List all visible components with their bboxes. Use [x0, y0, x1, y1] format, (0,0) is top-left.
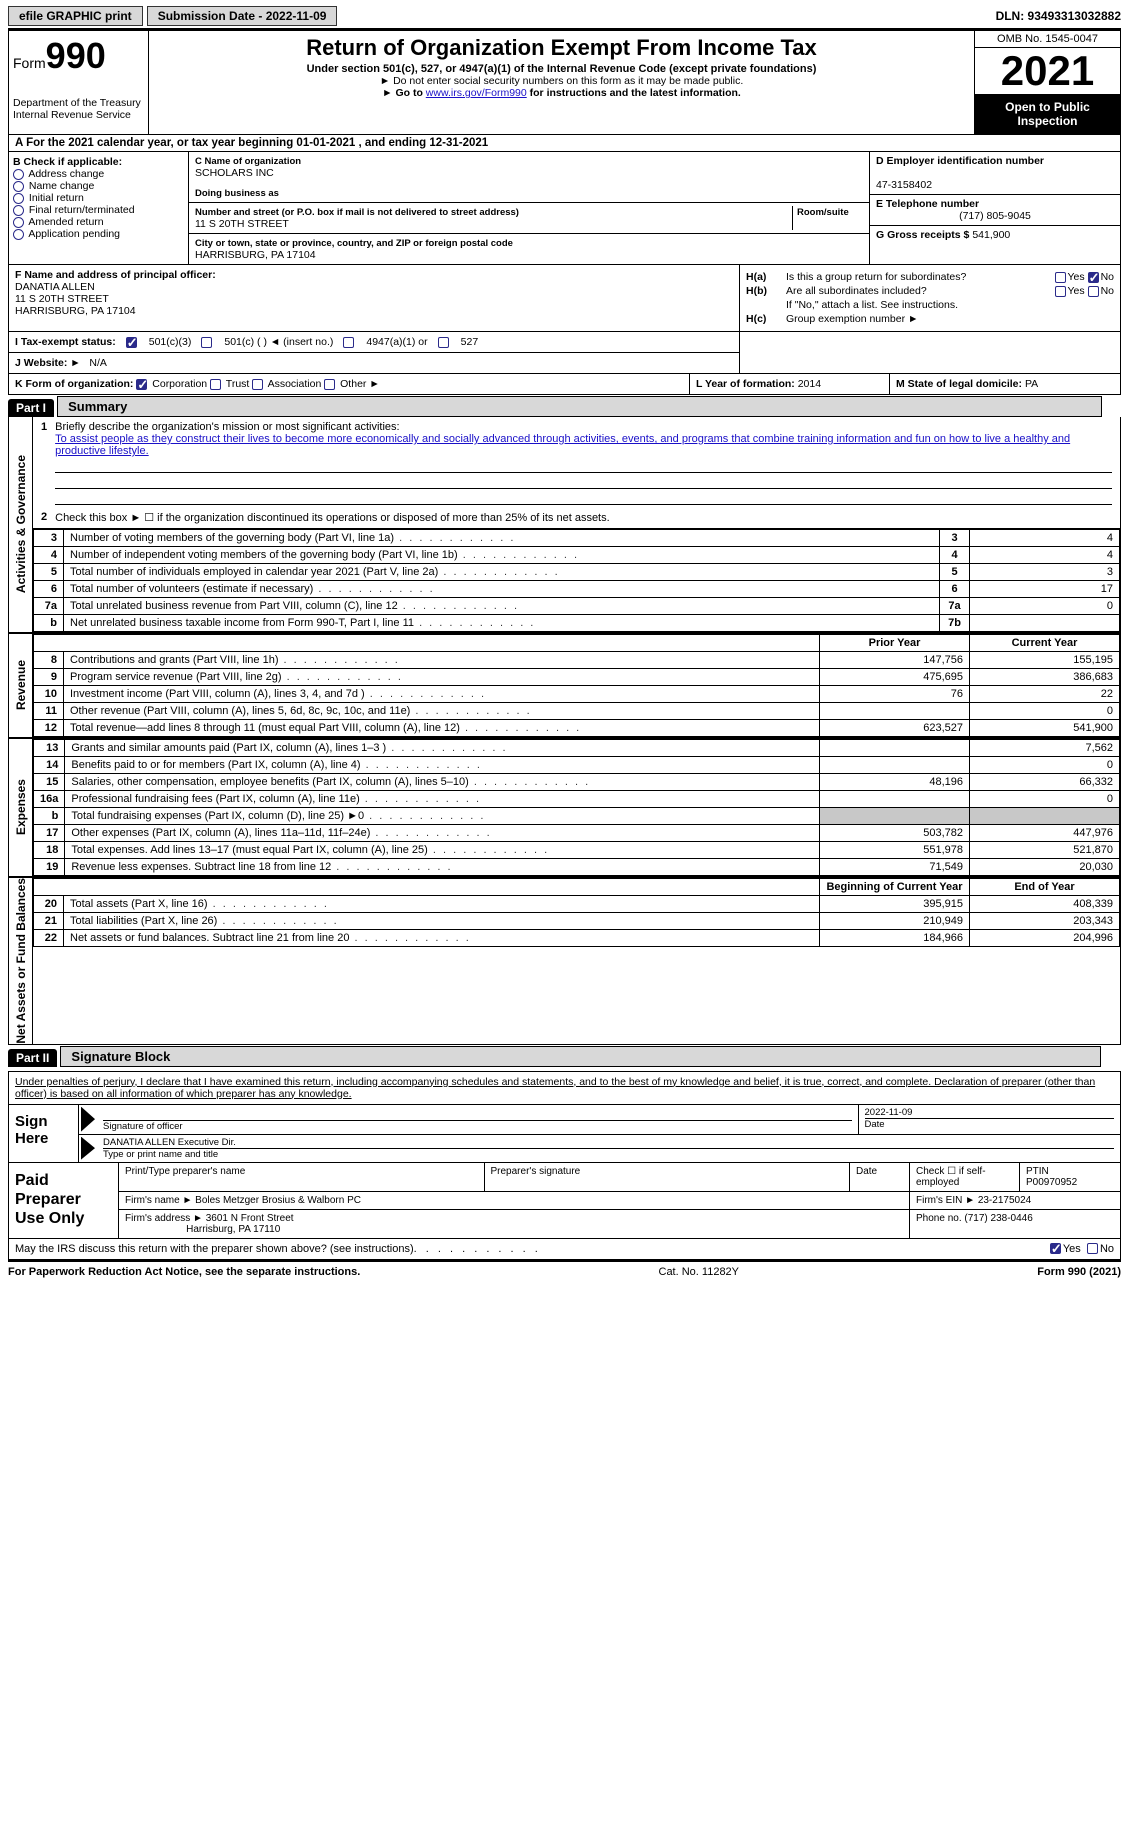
part1: Part I Summary Activities & Governance 1… — [8, 395, 1121, 1045]
perjury-declaration: Under penalties of perjury, I declare th… — [9, 1072, 1120, 1104]
street-address: 11 S 20TH STREET — [195, 218, 289, 230]
top-toolbar: efile GRAPHIC print Submission Date - 20… — [8, 4, 1121, 29]
mission-text: To assist people as they construct their… — [55, 433, 1070, 457]
open-to-public-badge: Open to Public Inspection — [975, 94, 1120, 134]
irs-link[interactable]: www.irs.gov/Form990 — [426, 87, 527, 99]
signature-arrow-icon — [81, 1137, 95, 1160]
ha-no-checkbox[interactable] — [1088, 272, 1099, 283]
checkbox-name-change[interactable]: Name change — [13, 180, 184, 192]
tax-year: 2021 — [975, 48, 1120, 94]
section-klm: K Form of organization: Corporation Trus… — [8, 374, 1121, 395]
section-d: D Employer identification number 47-3158… — [870, 152, 1120, 264]
k-association-checkbox[interactable] — [252, 379, 263, 390]
year-formation: 2014 — [798, 378, 821, 390]
telephone: (717) 805-9045 — [876, 210, 1114, 222]
part1-title: Summary — [57, 396, 1102, 417]
page-footer: For Paperwork Reduction Act Notice, see … — [8, 1260, 1121, 1282]
527-checkbox[interactable] — [438, 337, 449, 348]
501c-checkbox[interactable] — [201, 337, 212, 348]
form-header: Form990 Department of the Treasury Inter… — [8, 29, 1121, 135]
vtab-expenses: Expenses — [9, 739, 33, 876]
501c3-checkbox[interactable] — [126, 337, 137, 348]
vtab-revenue: Revenue — [9, 634, 33, 737]
privacy-note: Do not enter social security numbers on … — [155, 75, 968, 87]
officer-name-title: DANATIA ALLEN Executive Dir. — [103, 1137, 236, 1148]
k-corporation-checkbox[interactable] — [136, 379, 147, 390]
section-c: C Name of organization SCHOLARS INC Doin… — [189, 152, 870, 264]
section-fh: F Name and address of principal officer:… — [8, 265, 1121, 332]
checkbox-final-return[interactable]: Final return/terminated — [13, 204, 184, 216]
paid-preparer-label: Paid Preparer Use Only — [9, 1163, 119, 1238]
may-no-checkbox[interactable] — [1087, 1243, 1098, 1254]
ha-yes-checkbox[interactable] — [1055, 272, 1066, 283]
signature-arrow-icon — [81, 1107, 95, 1132]
section-b: B Check if applicable: Address change Na… — [9, 152, 189, 264]
ein: 47-3158402 — [876, 179, 932, 191]
officer-name: DANATIA ALLEN — [15, 281, 95, 293]
sign-here-label: Sign Here — [9, 1105, 79, 1162]
firm-phone: (717) 238-0446 — [964, 1213, 1032, 1224]
section-ij: I Tax-exempt status: 501(c)(3) 501(c) ( … — [8, 332, 1121, 374]
firm-address: 3601 N Front Street — [206, 1213, 294, 1224]
part1-header: Part I — [8, 399, 54, 417]
part2: Part II Signature Block Under penalties … — [8, 1045, 1121, 1260]
ptin: P00970952 — [1026, 1177, 1077, 1188]
hb-no-checkbox[interactable] — [1088, 286, 1099, 297]
form-subtitle: Under section 501(c), 527, or 4947(a)(1)… — [155, 63, 968, 75]
expenses-table: 13Grants and similar amounts paid (Part … — [33, 739, 1120, 876]
4947-checkbox[interactable] — [343, 337, 354, 348]
k-trust-checkbox[interactable] — [210, 379, 221, 390]
omb-number: OMB No. 1545-0047 — [975, 31, 1120, 48]
submission-date-button[interactable]: Submission Date - 2022-11-09 — [147, 6, 338, 26]
vtab-net-assets: Net Assets or Fund Balances — [9, 878, 33, 1044]
state-domicile: PA — [1025, 378, 1038, 390]
may-discuss-row: May the IRS discuss this return with the… — [8, 1239, 1121, 1260]
revenue-table: Prior YearCurrent Year8Contributions and… — [33, 634, 1120, 737]
form-title: Return of Organization Exempt From Incom… — [155, 35, 968, 61]
website: N/A — [89, 357, 107, 369]
firm-ein: 23-2175024 — [978, 1195, 1031, 1206]
checkbox-initial-return[interactable]: Initial return — [13, 192, 184, 204]
dept-label: Department of the Treasury Internal Reve… — [13, 97, 144, 121]
may-yes-checkbox[interactable] — [1050, 1243, 1061, 1254]
form-number: Form990 — [13, 35, 144, 77]
checkbox-address-change[interactable]: Address change — [13, 168, 184, 180]
org-name: SCHOLARS INC — [195, 167, 274, 179]
signature-date: 2022-11-09 — [865, 1107, 913, 1118]
checkbox-application-pending[interactable]: Application pending — [13, 228, 184, 240]
dln-label: DLN: 93493313032882 — [996, 9, 1121, 23]
firm-name: Boles Metzger Brosius & Walborn PC — [195, 1195, 361, 1206]
hb-yes-checkbox[interactable] — [1055, 286, 1066, 297]
section-f: F Name and address of principal officer:… — [9, 265, 740, 331]
gross-receipts: 541,900 — [972, 229, 1010, 241]
checkbox-amended-return[interactable]: Amended return — [13, 216, 184, 228]
section-h: H(a) Is this a group return for subordin… — [740, 265, 1120, 331]
part2-header: Part II — [8, 1049, 57, 1067]
k-other-checkbox[interactable] — [324, 379, 335, 390]
city-state-zip: HARRISBURG, PA 17104 — [195, 249, 316, 261]
net-assets-table: Beginning of Current YearEnd of Year20To… — [33, 878, 1120, 947]
line-a-tax-year: A For the 2021 calendar year, or tax yea… — [8, 135, 1121, 152]
instructions-note: Go to www.irs.gov/Form990 for instructio… — [155, 87, 968, 99]
efile-print-button[interactable]: efile GRAPHIC print — [8, 6, 143, 26]
ag-table: 3Number of voting members of the governi… — [33, 529, 1120, 632]
part2-title: Signature Block — [60, 1046, 1101, 1067]
section-bcd: B Check if applicable: Address change Na… — [8, 152, 1121, 265]
vtab-activities-governance: Activities & Governance — [9, 417, 33, 632]
